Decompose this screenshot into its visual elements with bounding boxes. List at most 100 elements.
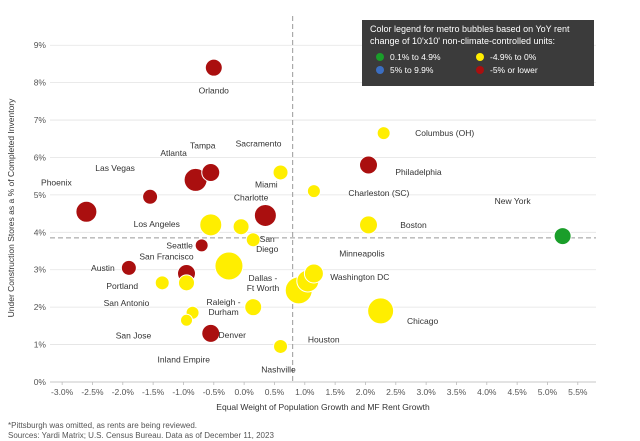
y-tick-label: 0% [34, 377, 47, 387]
label-seattle: Seattle [166, 240, 193, 250]
footnote-pittsburgh: *Pittsburgh was omitted, as rents are be… [8, 421, 197, 430]
legend-item-label: 5% to 9.9% [390, 65, 434, 75]
label-dallas-ft-worth: Dallas -Ft Worth [247, 273, 280, 293]
label-san-jose: San Jose [116, 330, 152, 340]
bubble-columbus-oh- [376, 126, 391, 141]
legend-title-line-2: change of 10'x10' non-climate-controlled… [370, 36, 555, 46]
x-tick-label: 5.5% [568, 387, 588, 397]
legend-box [362, 20, 594, 86]
bubble-phoenix [75, 200, 98, 223]
y-tick-label: 4% [34, 227, 47, 237]
x-tick-label: -0.5% [203, 387, 226, 397]
bubble-miami [253, 203, 277, 227]
label-washington-dc: Washington DC [330, 272, 389, 282]
bubble-nashville [273, 338, 289, 354]
label-raleigh-durham: Raleigh -Durham [207, 297, 241, 317]
label-san-antonio: San Antonio [104, 298, 150, 308]
x-tick-label: 4.0% [477, 387, 497, 397]
label-phoenix: Phoenix [41, 178, 72, 188]
x-tick-label: 1.5% [325, 387, 345, 397]
x-axis-title: Equal Weight of Population Growth and MF… [216, 402, 430, 412]
bubble-charleston-sc- [306, 184, 321, 199]
bubble-minneapolis [303, 263, 324, 284]
bubble-portland [154, 275, 170, 291]
legend-swatch [376, 66, 384, 74]
label-charlotte: Charlotte [234, 193, 269, 203]
legend-item-label: -5% or lower [490, 65, 538, 75]
bubble-orlando [204, 58, 223, 77]
label-san-francisco: San Francisco [139, 251, 194, 261]
bubble-austin [120, 259, 137, 276]
y-tick-label: 1% [34, 340, 47, 350]
bubble-tampa [201, 162, 221, 182]
label-orlando: Orlando [199, 86, 230, 96]
legend-item-label: -4.9% to 0% [490, 52, 537, 62]
y-tick-label: 5% [34, 190, 47, 200]
label-new-york: New York [495, 196, 532, 206]
label-inland-empire: Inland Empire [158, 354, 211, 364]
x-tick-label: -2.5% [81, 387, 104, 397]
y-tick-label: 7% [34, 115, 47, 125]
bubble-seattle [194, 238, 209, 253]
y-axis-title: Under Construction Stores as a % of Comp… [6, 98, 16, 317]
bubble-san-diego [245, 232, 261, 248]
label-las-vegas: Las Vegas [95, 163, 135, 173]
x-tick-label: 3.5% [447, 387, 467, 397]
legend-swatch [476, 66, 484, 74]
axes: 0% 1% 2% 3% 4% 5% 6% 7% 8% 9% -3.0% -2.5% -2.0% -1.5%… [6, 40, 596, 412]
x-tick-label: 0.0% [234, 387, 254, 397]
legend-swatch [476, 53, 484, 61]
x-tick-label: -2.0% [112, 387, 135, 397]
x-tick-label: 2.5% [386, 387, 406, 397]
label-san-diego: San Diego [256, 234, 278, 254]
x-tick-label: 5.0% [538, 387, 558, 397]
legend-item-label: 0.1% to 4.9% [390, 52, 441, 62]
y-tick-label: 3% [34, 265, 47, 275]
legend-swatch [376, 53, 384, 61]
label-miami: Miami [255, 179, 278, 189]
y-tick-label: 8% [34, 78, 47, 88]
x-tick-label: -3.0% [51, 387, 74, 397]
bubble-san-antonio [178, 274, 195, 292]
legend: Color legend for metro bubbles based on … [362, 20, 594, 86]
y-tick-label: 6% [34, 152, 47, 162]
label-austin: Austin [91, 263, 115, 273]
x-tick-label: 4.5% [507, 387, 527, 397]
x-tick-label: 2.0% [356, 387, 376, 397]
bubble-las-vegas [142, 188, 159, 205]
legend-title-line-1: Color legend for metro bubbles based on … [370, 24, 570, 34]
x-tick-label: -1.5% [142, 387, 165, 397]
bubble-new-york [553, 227, 572, 246]
bubble-philadelphia [359, 155, 378, 175]
bubble-chicago [367, 297, 395, 325]
bubble-inland-empire [201, 323, 221, 343]
label-nashville: Nashville [261, 364, 296, 374]
label-los-angeles: Los Angeles [134, 219, 180, 229]
y-tick-label: 2% [34, 302, 47, 312]
bubble-sacramento [272, 164, 289, 181]
bubble-boston [359, 215, 378, 235]
y-tick-label: 9% [34, 40, 47, 50]
label-houston: Houston [308, 334, 340, 344]
x-tick-label: 3.0% [416, 387, 436, 397]
x-tick-label: 1.0% [295, 387, 315, 397]
label-columbus-oh-: Columbus (OH) [415, 128, 474, 138]
bubble-denver [244, 298, 263, 317]
label-charleston-sc-: Charleston (SC) [348, 188, 409, 198]
label-minneapolis: Minneapolis [339, 248, 384, 258]
bubble-charlotte [232, 218, 250, 236]
bubble-san-jose [180, 313, 193, 327]
bubble-dallas-ft-worth [214, 251, 244, 281]
label-sacramento: Sacramento [236, 138, 282, 148]
x-tick-label: 0.5% [265, 387, 285, 397]
label-philadelphia: Philadelphia [395, 167, 442, 177]
bubble-los-angeles [199, 213, 223, 237]
label-atlanta: Atlanta [160, 148, 187, 158]
label-portland: Portland [106, 281, 138, 291]
label-denver: Denver [219, 330, 247, 340]
label-tampa: Tampa [190, 140, 216, 150]
footnote-sources: Sources: Yardi Matrix; U.S. Census Burea… [8, 431, 274, 440]
bubbles [75, 58, 572, 354]
x-tick-label: -1.0% [172, 387, 195, 397]
